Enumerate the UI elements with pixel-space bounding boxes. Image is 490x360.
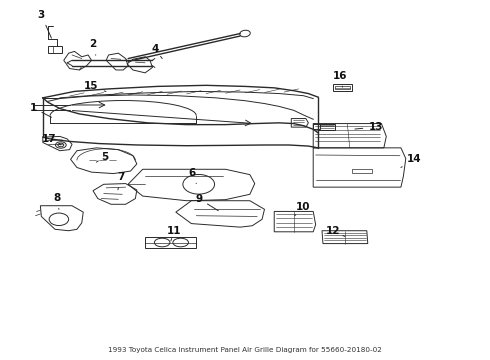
Text: 7: 7 (117, 172, 124, 190)
Text: 11: 11 (167, 226, 182, 241)
Text: 13: 13 (355, 122, 383, 132)
Text: 5: 5 (97, 152, 108, 162)
Text: 17: 17 (42, 134, 61, 145)
Text: 3: 3 (38, 10, 51, 38)
Text: 10: 10 (294, 202, 311, 216)
Text: 1993 Toyota Celica Instrument Panel Air Grille Diagram for 55660-20180-02: 1993 Toyota Celica Instrument Panel Air … (108, 347, 382, 353)
Text: 4: 4 (151, 44, 162, 59)
Text: 1: 1 (29, 103, 51, 117)
Text: 8: 8 (54, 193, 61, 209)
Text: 15: 15 (84, 81, 106, 91)
Text: 12: 12 (325, 226, 345, 237)
Text: 9: 9 (195, 194, 218, 211)
Text: 6: 6 (189, 168, 196, 184)
Text: 2: 2 (89, 39, 97, 55)
Text: 14: 14 (401, 154, 422, 167)
Text: 16: 16 (333, 71, 347, 87)
